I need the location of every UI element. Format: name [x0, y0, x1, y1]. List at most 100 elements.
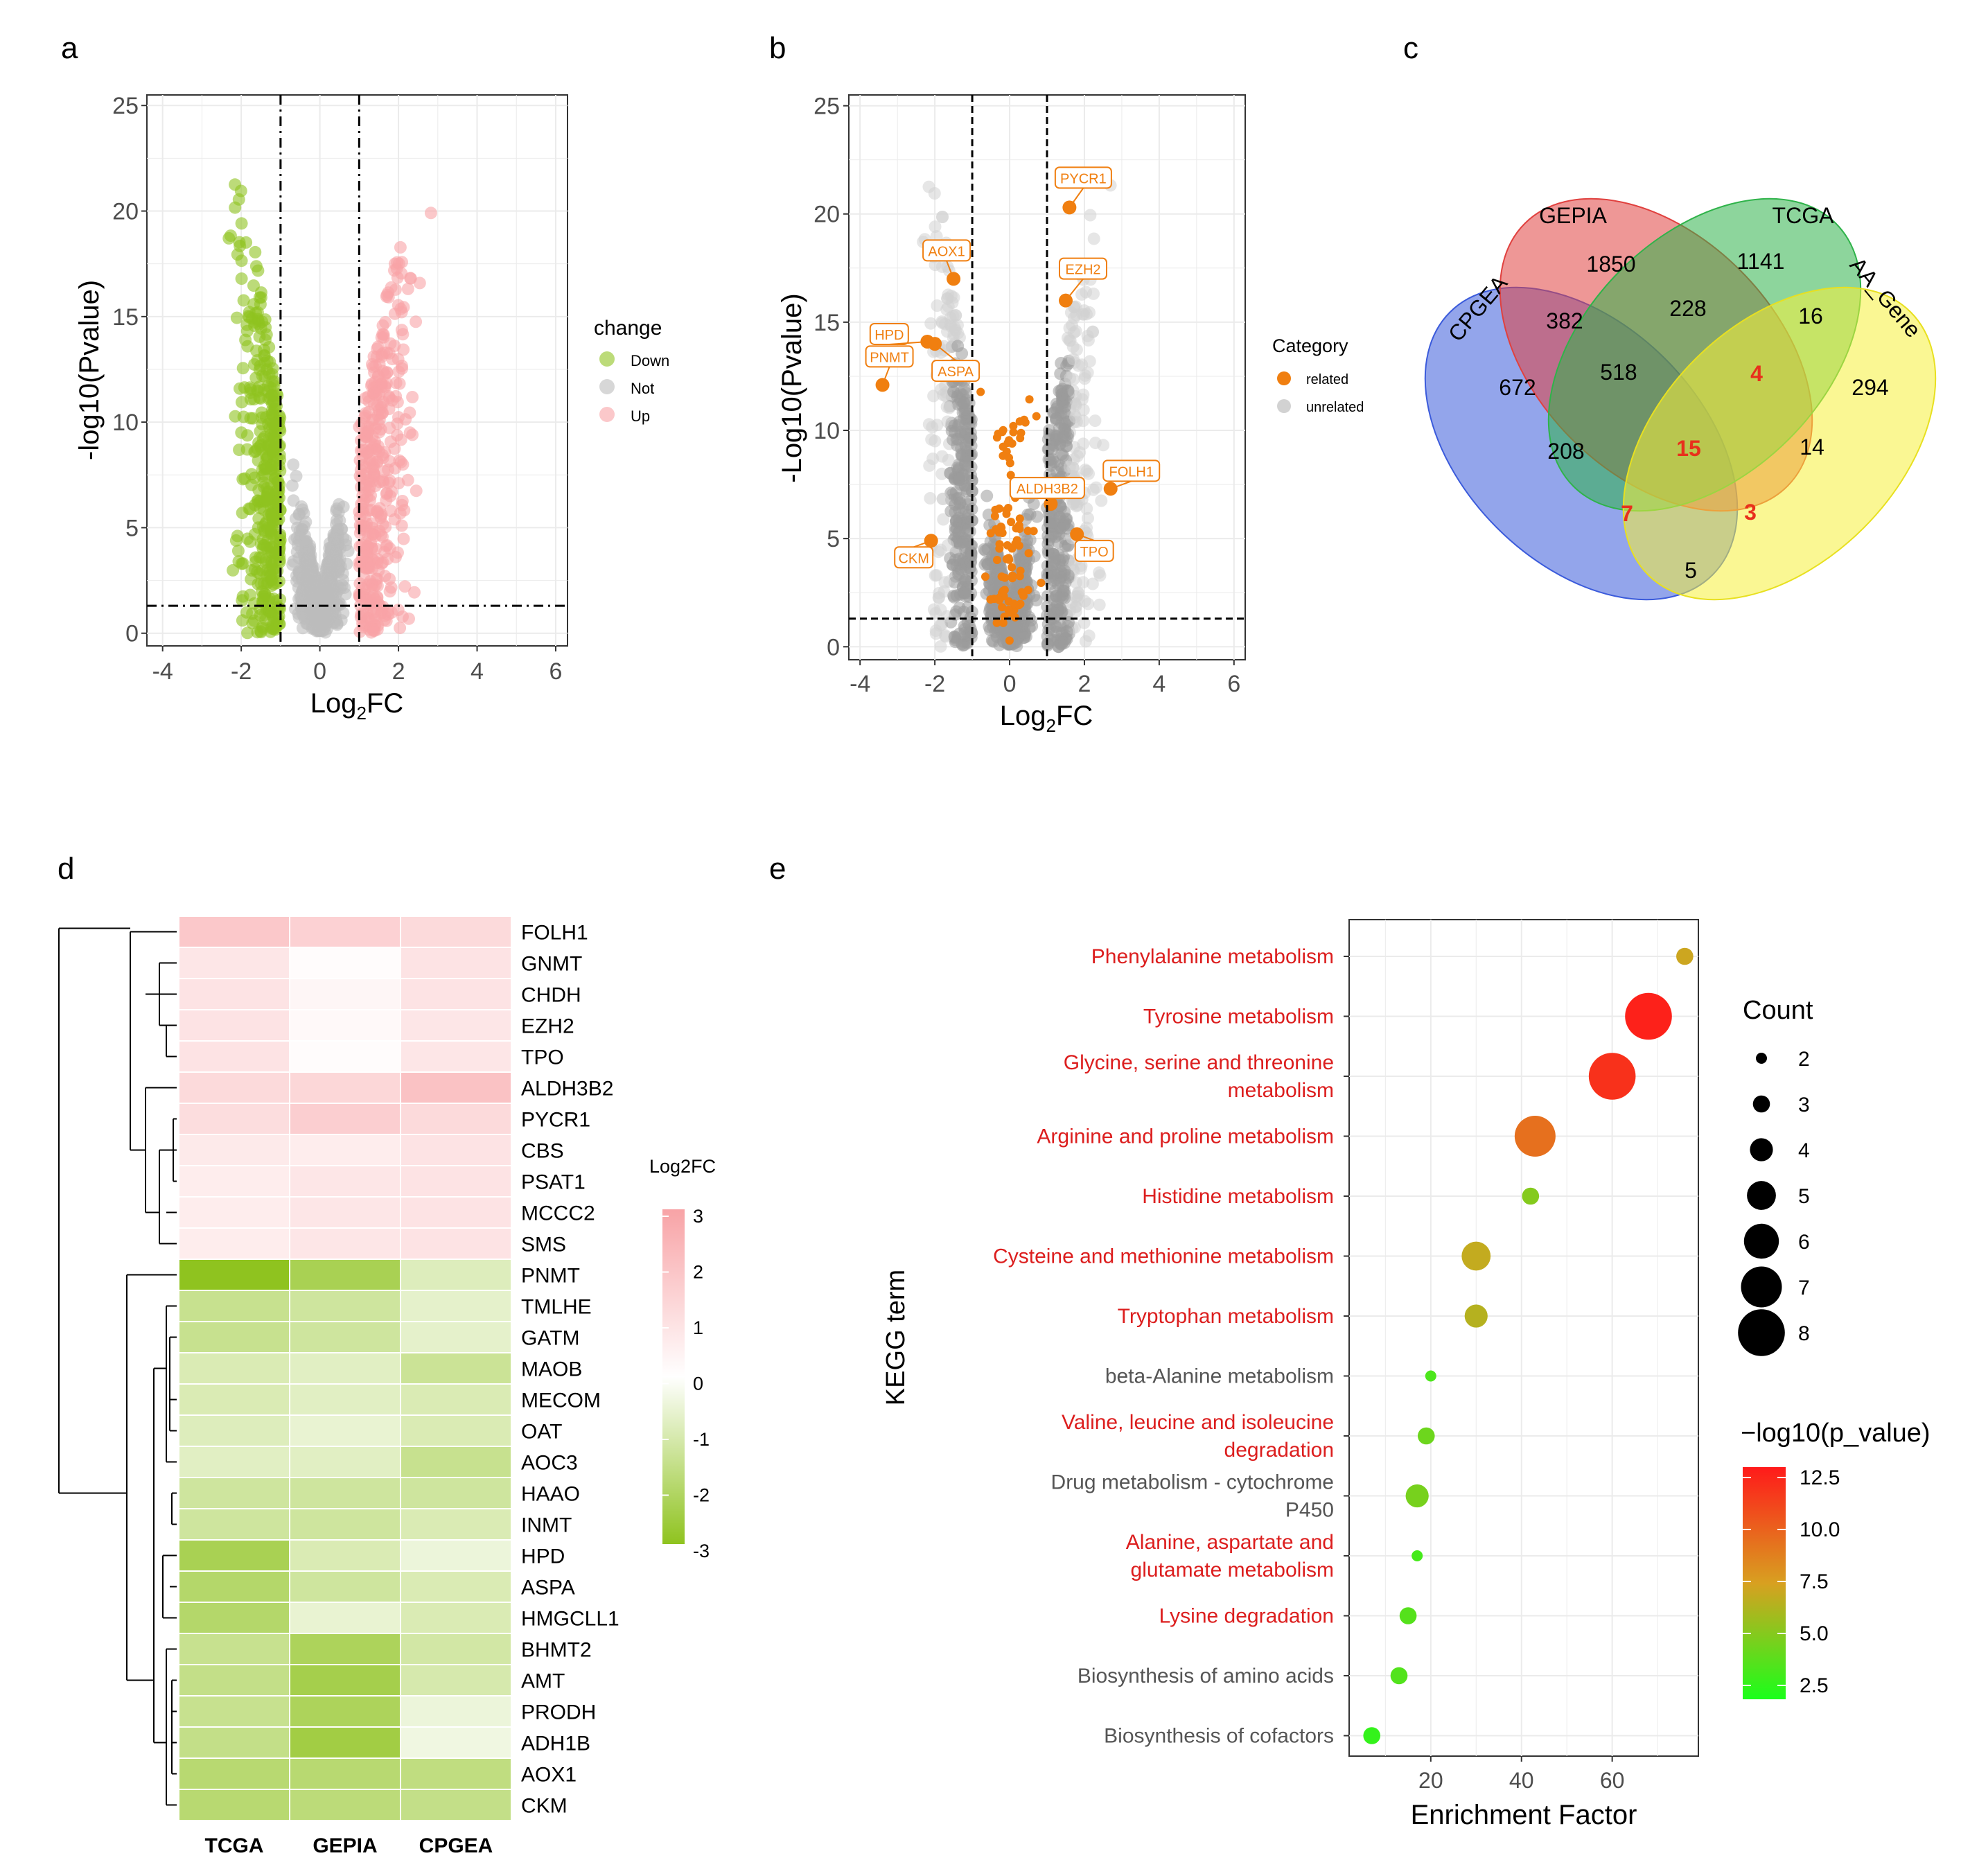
row-label: EZH2: [521, 1015, 574, 1038]
legend-count: Count 2 3 4 5 6 7 8: [1738, 996, 1813, 1356]
row-labels: FOLH1 GNMT CHDH EZH2 TPO ALDH3B2 PYCR1 CBS PSAT1…: [521, 922, 619, 1818]
heatmap-cell: [289, 1196, 401, 1229]
enrichment-bubble: [1461, 1241, 1491, 1271]
data-point: [1069, 410, 1082, 423]
related-point: [1008, 574, 1017, 583]
count-legend-label: 5: [1798, 1185, 1810, 1208]
x-ticks-e: 20 40 60: [1418, 1756, 1624, 1793]
related-point: [1023, 527, 1032, 535]
data-point: [1050, 412, 1063, 425]
related-point: [1009, 421, 1018, 430]
data-point: [394, 240, 407, 254]
data-point: [358, 493, 371, 507]
data-point: [939, 630, 952, 643]
label-group: EZH2: [1058, 257, 1107, 301]
related-point: [1006, 471, 1015, 480]
heatmap-cell: [400, 1414, 512, 1447]
data-point: [367, 624, 380, 637]
heatmap-cell: [400, 1383, 512, 1416]
data-point: [981, 558, 994, 571]
kegg-term-label: degradation: [1224, 1439, 1334, 1462]
point-label: PYCR1: [1060, 171, 1107, 186]
heatmap-cell: [289, 1290, 401, 1322]
related-point: [998, 529, 1007, 537]
label-group: FOLH1: [1102, 459, 1161, 490]
point-label: CKM: [898, 551, 929, 566]
data-point: [245, 564, 258, 577]
data-point: [1078, 372, 1091, 385]
label-connector: [881, 367, 890, 385]
y-tick: 25: [112, 93, 139, 119]
related-point: [1001, 573, 1010, 582]
heatmap-cell: [289, 1477, 401, 1509]
data-point: [264, 507, 277, 520]
data-point: [385, 485, 398, 498]
colorbar-log2fc: [662, 1209, 685, 1544]
related-point: [1015, 417, 1024, 426]
data-point: [254, 577, 267, 590]
data-point: [960, 387, 973, 400]
data-point: [260, 462, 272, 475]
legend-title: Category: [1272, 335, 1348, 356]
related-point: [999, 618, 1008, 627]
data-point: [368, 439, 381, 452]
kegg-term-label: Arginine and proline metabolism: [1037, 1125, 1334, 1148]
data-point: [947, 385, 960, 398]
label-group: PNMT: [865, 345, 914, 385]
data-point: [1064, 371, 1077, 385]
data-point: [929, 627, 942, 640]
kegg-term-label: Alanine, aspartate and: [1126, 1531, 1334, 1554]
enrichment-bubble: [1399, 1607, 1417, 1624]
thresholds-a: [147, 95, 568, 646]
related-point: [1005, 555, 1014, 564]
data-point: [1055, 388, 1068, 401]
data-point: [249, 445, 262, 457]
heatmap-cell: [178, 1726, 290, 1759]
kegg-term-label: Tryptophan metabolism: [1118, 1305, 1334, 1328]
data-point: [1056, 554, 1069, 567]
data-point: [227, 563, 240, 577]
legend-b: Category related unrelated: [1272, 335, 1364, 415]
data-point: [334, 598, 347, 611]
colorbar-tick: 2.5: [1800, 1674, 1829, 1697]
venn-set-label: GEPIA: [1539, 203, 1607, 228]
data-point: [932, 591, 945, 604]
data-point: [320, 560, 333, 573]
data-point: [947, 589, 960, 602]
heatmap-cell: [400, 1259, 512, 1291]
y-ticks-a: 0 5 10 15 20 25: [112, 93, 147, 647]
data-point: [301, 575, 314, 588]
data-point: [273, 617, 286, 631]
data-point: [270, 441, 282, 453]
colorbar-tick: -2: [693, 1485, 710, 1506]
colorbar-tick: 0: [693, 1374, 703, 1394]
data-point: [946, 558, 959, 571]
venn-region: 672: [1499, 375, 1536, 400]
data-point: [258, 343, 270, 356]
enrichment-bubble: [1464, 1304, 1488, 1328]
heatmap-cell: [178, 1165, 290, 1198]
heatmap-cell: [178, 1103, 290, 1135]
data-point: [380, 346, 394, 359]
venn-region: 5: [1685, 558, 1697, 583]
data-point: [940, 303, 953, 316]
data-point: [392, 257, 405, 270]
data-point: [222, 231, 236, 245]
related-point: [1019, 591, 1028, 600]
heatmap-cell: [400, 1103, 512, 1135]
venn-set-aa-gene: [1622, 286, 1937, 601]
legend-label: related: [1306, 372, 1348, 387]
data-point: [249, 260, 263, 273]
data-point: [410, 484, 423, 498]
count-legend-entries: 2 3 4 5 6 7 8: [1738, 1048, 1810, 1356]
heatmap-cell: [178, 1414, 290, 1447]
enrichment-bubble: [1417, 1427, 1435, 1445]
data-point: [965, 431, 978, 444]
data-point: [1087, 287, 1100, 300]
data-point: [1059, 632, 1072, 645]
data-point: [1087, 232, 1100, 245]
data-point: [247, 298, 261, 311]
legend-d: Log2FC 3 2 1 0 -1 -2 -3: [649, 1156, 716, 1561]
data-point: [235, 217, 248, 230]
colorbar-ticks: 3 2 1 0 -1 -2 -3: [662, 1206, 710, 1561]
